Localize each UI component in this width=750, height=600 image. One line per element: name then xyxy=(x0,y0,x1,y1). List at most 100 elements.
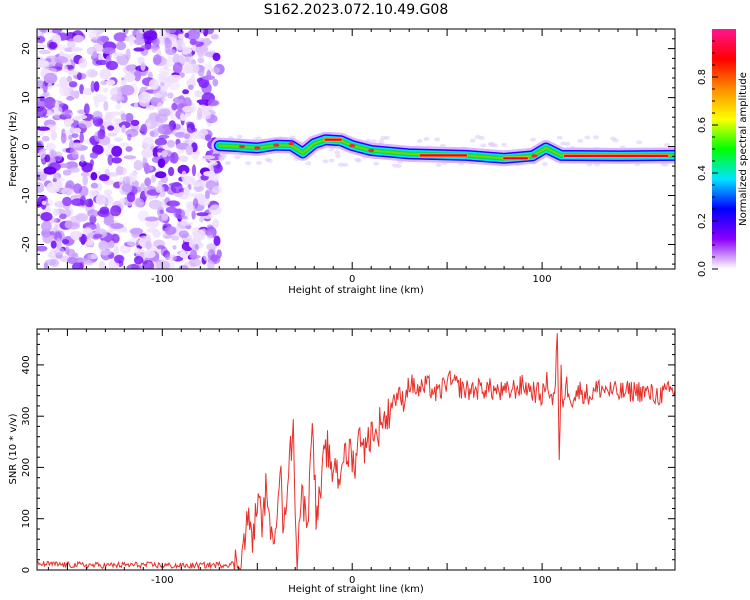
noise-blob xyxy=(183,133,191,140)
noise-blob xyxy=(67,256,78,264)
noise-blob xyxy=(44,198,53,208)
noise-blob xyxy=(172,53,181,65)
noise-blob xyxy=(39,95,46,102)
snr-series-line xyxy=(37,333,675,570)
noise-blob xyxy=(191,164,197,177)
y-tick-label: 200 xyxy=(21,458,32,477)
snr-content xyxy=(37,333,675,570)
noise-blob xyxy=(86,239,94,247)
noise-blob xyxy=(73,183,83,194)
x-tick-label: 0 xyxy=(349,274,355,285)
noise-blob xyxy=(184,32,190,39)
noise-blob xyxy=(125,128,139,138)
noise-blob xyxy=(93,81,100,92)
noise-blob xyxy=(56,180,63,188)
noise-blob xyxy=(94,98,99,108)
noise-blob xyxy=(211,34,219,40)
noise-blob xyxy=(41,135,50,142)
noise-blob xyxy=(82,87,94,96)
noise-blob xyxy=(92,233,103,239)
noise-blob xyxy=(207,259,215,269)
noise-blob xyxy=(107,132,117,137)
noise-blob xyxy=(76,72,82,81)
haze-blob xyxy=(256,160,262,165)
noise-blob xyxy=(144,162,150,175)
noise-blob xyxy=(177,164,190,175)
noise-blob xyxy=(183,96,192,109)
noise-blob xyxy=(212,52,221,62)
noise-blob xyxy=(191,209,196,220)
colorbar-label: Normalized spectral amplitude xyxy=(738,72,749,226)
noise-blob xyxy=(197,64,205,77)
noise-blob xyxy=(86,29,101,34)
noise-blob xyxy=(42,81,48,93)
y-tick-label: 400 xyxy=(21,355,32,374)
haze-blob xyxy=(355,158,362,163)
noise-blob xyxy=(103,100,109,111)
noise-blob xyxy=(50,130,58,141)
noise-blob xyxy=(113,254,125,264)
spectrogram-content xyxy=(37,29,675,269)
noise-blob xyxy=(170,235,180,241)
noise-blob xyxy=(186,29,200,41)
noise-blob xyxy=(168,74,182,81)
noise-blob xyxy=(104,145,112,156)
noise-blob xyxy=(52,208,60,217)
noise-blob xyxy=(115,104,122,110)
noise-blob xyxy=(43,166,57,175)
haze-blob xyxy=(234,155,241,160)
haze-blob xyxy=(224,161,231,165)
noise-blob xyxy=(211,67,221,74)
colorbar-gradient xyxy=(712,29,736,269)
noise-blob xyxy=(126,238,141,247)
haze-blob xyxy=(220,154,227,159)
noise-blob xyxy=(202,155,216,160)
noise-blob xyxy=(134,247,142,255)
haze-blob xyxy=(556,135,563,140)
noise-blob xyxy=(52,178,57,183)
noise-blob xyxy=(158,134,170,139)
noise-blob xyxy=(168,166,175,177)
noise-blob xyxy=(176,148,185,154)
noise-blob xyxy=(83,227,93,234)
noise-blob xyxy=(81,162,93,173)
noise-blob xyxy=(126,192,136,203)
haze-blob xyxy=(610,136,617,141)
noise-blob xyxy=(50,240,57,249)
noise-blob xyxy=(113,245,119,255)
noise-blob xyxy=(125,146,133,152)
noise-blob xyxy=(92,43,105,52)
colorbar-tick-label: 0.4 xyxy=(697,165,708,181)
noise-blob xyxy=(90,182,99,189)
noise-blob xyxy=(70,198,85,206)
noise-blob xyxy=(37,168,44,175)
noise-blob xyxy=(142,260,155,269)
noise-blob xyxy=(206,243,217,251)
noise-blob xyxy=(159,74,167,84)
haze-blob xyxy=(636,140,643,145)
noise-blob xyxy=(37,59,50,68)
haze-blob xyxy=(542,162,548,166)
noise-blob xyxy=(152,54,162,65)
noise-blob xyxy=(212,218,219,229)
noise-blob xyxy=(107,125,115,131)
noise-blob xyxy=(63,118,74,125)
haze-blob xyxy=(474,134,481,139)
noise-blob xyxy=(112,52,125,57)
y-tick-label: 300 xyxy=(21,407,32,426)
ridge-peak-dot xyxy=(288,142,295,146)
colorbar: 0.0 0.2 0.4 0.6 0.8 Normalized spectral ampl… xyxy=(697,29,749,277)
ridge-peak-dot xyxy=(531,154,538,158)
haze-blob xyxy=(488,142,495,147)
haze-blob xyxy=(328,158,335,163)
snr-frame xyxy=(36,328,676,571)
haze-blob xyxy=(337,162,344,167)
noise-blob xyxy=(107,154,114,166)
noise-blob xyxy=(41,220,52,232)
noise-blob xyxy=(92,51,98,58)
noise-blob xyxy=(186,204,196,213)
noise-blob xyxy=(172,62,183,74)
haze-blob xyxy=(245,161,252,166)
noise-blob xyxy=(83,260,94,266)
